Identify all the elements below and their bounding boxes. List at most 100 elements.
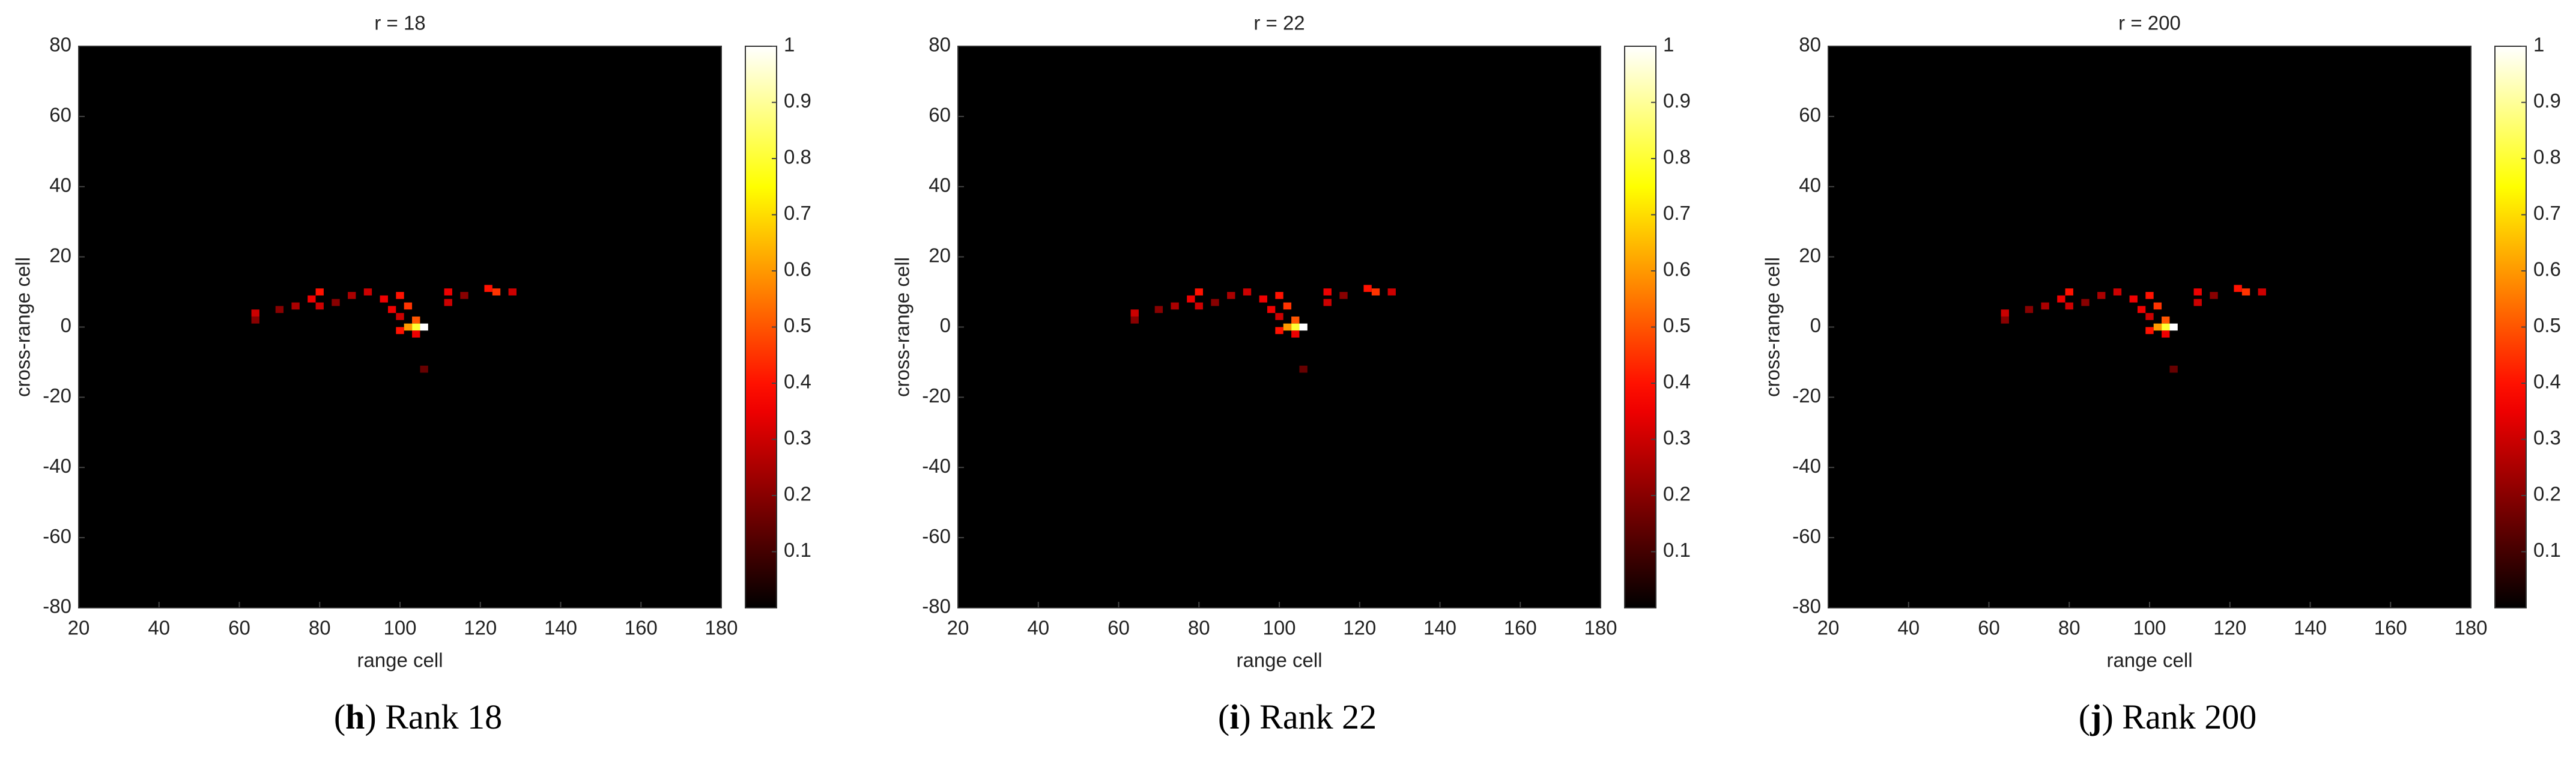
heat-cell [1339, 292, 1348, 299]
heat-cell [1130, 316, 1139, 324]
panel: 20 40 60 80 100 120 140 160 180-80-60-40-2002040… [12, 12, 811, 737]
y-axis-label: cross-range cell [12, 257, 34, 397]
y-tick-label: -40 [922, 455, 951, 477]
panel: 20 40 60 80 100 120 140 160 180-80-60-40-2002040… [1762, 12, 2561, 737]
y-tick-label: 60 [49, 104, 71, 126]
heat-cell [308, 295, 316, 303]
heat-cell [2137, 306, 2146, 314]
x-tick-label: 160 [625, 617, 658, 639]
heat-cell [412, 323, 420, 331]
y-tick-label: -20 [922, 384, 951, 407]
y-tick-label: 20 [929, 244, 951, 266]
x-axis-label: range cell [357, 649, 443, 672]
colorbar-tick-label: 0.3 [2533, 426, 2561, 449]
x-tick-label: 20 [947, 617, 969, 639]
y-tick-label: -60 [43, 525, 71, 547]
heat-cell [396, 327, 404, 335]
x-tick-label: 40 [1027, 617, 1049, 639]
colorbar-tick-label: 0.6 [1663, 258, 1691, 280]
heat-cell [2001, 316, 2009, 324]
y-tick-label: 40 [1799, 174, 1821, 196]
x-tick-label: 140 [1423, 617, 1456, 639]
colorbar-tick-label: 0.8 [1663, 146, 1691, 168]
caption: (j) Rank 200 [2079, 697, 2256, 736]
heat-cell [420, 323, 428, 331]
colorbar-tick-label: 0.3 [1663, 426, 1691, 449]
y-tick-label: -20 [43, 384, 71, 407]
heat-cell [396, 313, 404, 320]
colorbar-tick-label: 0.2 [784, 483, 811, 505]
heat-cell [2057, 295, 2065, 303]
heat-cell [2162, 316, 2170, 324]
colorbar-tick-label: 0.4 [2533, 371, 2561, 393]
chart-title: r = 22 [1253, 12, 1305, 34]
heat-cell [251, 309, 259, 317]
heat-cell [1275, 327, 1283, 335]
colorbar-tick-label: 0.4 [784, 371, 811, 393]
y-tick-label: 20 [1799, 244, 1821, 266]
colorbar-tick-label: 0.5 [2533, 314, 2561, 336]
heat-cell [348, 292, 356, 299]
colorbar-tick-label: 0.9 [784, 89, 811, 112]
caption-letter: h [345, 697, 365, 736]
x-tick-label: 20 [68, 617, 90, 639]
colorbar [1624, 46, 1656, 608]
colorbar-tick-label: 0.8 [784, 146, 811, 168]
heat-cell [460, 292, 468, 299]
colorbar [745, 46, 777, 608]
heat-cell [412, 330, 420, 338]
y-axis-label: cross-range cell [1762, 257, 1784, 397]
y-axis-label: cross-range cell [891, 257, 914, 397]
heat-cell [387, 306, 396, 314]
heat-cell [1211, 299, 1219, 306]
heat-cell [1259, 295, 1267, 303]
colorbar [2494, 46, 2527, 608]
x-tick-label: 60 [228, 617, 250, 639]
heat-cell [1227, 292, 1235, 299]
y-tick-label: 80 [1799, 34, 1821, 56]
colorbar-tick-label: 0.1 [784, 539, 811, 561]
heat-cell [2097, 292, 2106, 299]
colorbar-tick-label: 0.1 [1663, 539, 1691, 561]
y-tick-label: -80 [43, 595, 71, 617]
x-tick-label: 160 [2374, 617, 2407, 639]
chart-title: r = 200 [2118, 12, 2181, 34]
heat-cell [1371, 288, 1380, 296]
heat-cell [404, 323, 413, 331]
x-axis-label: range cell [2106, 649, 2192, 672]
heat-cell [2169, 365, 2178, 373]
y-tick-label: 40 [929, 174, 951, 196]
x-tick-label: 180 [705, 617, 738, 639]
y-tick-label: -60 [1792, 525, 1821, 547]
x-tick-label: 100 [1262, 617, 1296, 639]
x-tick-label: 40 [1897, 617, 1920, 639]
x-tick-label: 180 [1584, 617, 1617, 639]
colorbar-tick-label: 0.7 [1663, 202, 1691, 224]
heat-cell [2210, 292, 2218, 299]
heat-cell [1275, 292, 1283, 299]
caption-paren: ) [365, 697, 385, 736]
x-tick-label: 120 [464, 617, 497, 639]
heat-cell [2129, 295, 2138, 303]
heat-cell [380, 295, 388, 303]
y-tick-label: 80 [49, 34, 71, 56]
x-tick-label: 60 [1108, 617, 1130, 639]
caption-text: Rank 200 [2122, 697, 2256, 736]
heat-cell [2145, 327, 2154, 335]
y-tick-label: -40 [1792, 455, 1821, 477]
caption-letter: i [1229, 697, 1239, 736]
heat-cell [1154, 306, 1163, 314]
colorbar-tick-label: 0.9 [1663, 89, 1691, 112]
heat-cell [444, 288, 452, 296]
y-tick-label: -20 [1792, 384, 1821, 407]
heat-cell [2162, 330, 2170, 338]
heat-cell [2169, 323, 2178, 331]
heat-cell [2258, 288, 2266, 296]
x-tick-label: 40 [148, 617, 170, 639]
y-tick-label: -60 [922, 525, 951, 547]
heat-cell [1243, 288, 1252, 296]
y-tick-label: 80 [929, 34, 951, 56]
heat-cell [2145, 292, 2154, 299]
caption: (i) Rank 22 [1218, 697, 1377, 736]
